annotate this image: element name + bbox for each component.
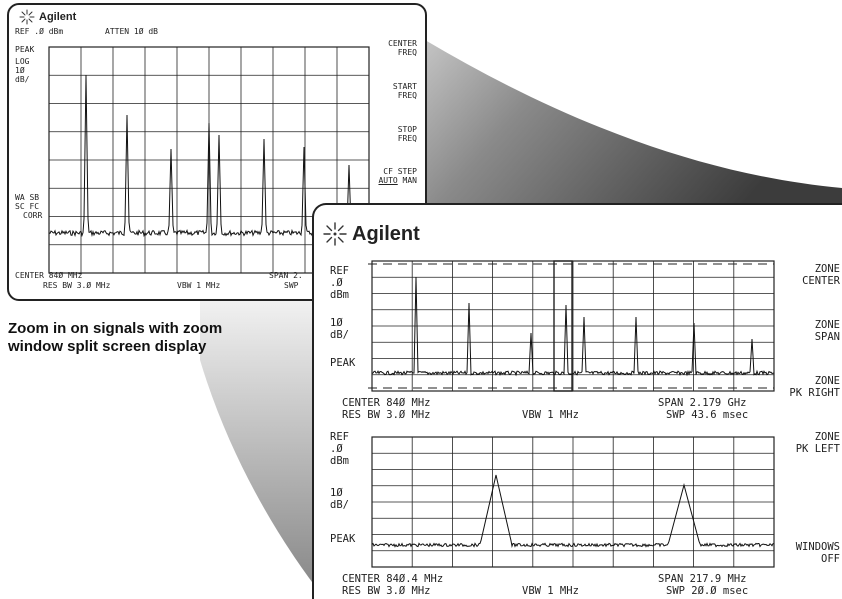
softkey-line: ZONE <box>814 319 840 331</box>
small-unit-label: dB/ <box>15 75 30 84</box>
small-sc-fc: SC FC <box>15 202 40 211</box>
upper-vbw: VBW 1 MHz <box>522 409 579 421</box>
upper-scale-unit: dB/ <box>330 329 349 341</box>
softkey-line: WINDOWS <box>795 541 840 553</box>
upper-span: SPAN 2.179 GHz <box>658 397 747 409</box>
lower-center-freq: CENTER 84Ø.4 MHz <box>342 573 444 585</box>
lower-peak-label: PEAK <box>330 533 356 545</box>
small-log-label: LOG <box>15 57 30 66</box>
softkey-line: START <box>392 82 417 91</box>
lower-ref-label: REF <box>330 431 349 443</box>
softkey-line: SPAN <box>814 331 840 343</box>
caption-line: Zoom in on signals with zoom <box>8 320 223 337</box>
lower-res-bw: RES BW 3.Ø MHz <box>342 585 431 597</box>
lower-swp: SWP 2Ø.Ø msec <box>666 585 749 597</box>
man-option: MAN <box>397 176 417 185</box>
softkey-center-freq[interactable]: CENTER FREQ <box>388 39 417 57</box>
softkey-line: FREQ <box>397 48 417 57</box>
softkey-line: CENTER <box>388 39 417 48</box>
small-peak-label: PEAK <box>15 45 35 54</box>
small-atten: ATTEN 1Ø dB <box>105 27 158 36</box>
softkey-line: AUTO MAN <box>378 176 417 185</box>
small-vbw: VBW 1 MHz <box>177 281 221 290</box>
softkey-line: ZONE <box>814 375 840 387</box>
softkey-zone-center[interactable]: ZONE CENTER <box>802 263 840 287</box>
lower-zoomed-trace <box>371 474 775 548</box>
softkey-line: FREQ <box>397 134 417 143</box>
softkey-line: OFF <box>821 553 840 565</box>
large-analyzer-screen: Agilent REF .Ø dBm 1Ø dB/ PEAK REF .Ø dB… <box>312 203 842 599</box>
small-wa-sb: WA SB <box>15 193 40 202</box>
upper-scale-value: 1Ø <box>330 317 343 329</box>
upper-spectrum-trace <box>371 276 775 377</box>
small-ref-level: REF .Ø dBm <box>15 27 64 36</box>
softkey-line: STOP <box>397 125 417 134</box>
lower-scale-value: 1Ø <box>330 487 343 499</box>
softkey-line: PK LEFT <box>795 443 840 455</box>
small-corr: CORR <box>23 211 43 220</box>
upper-swp: SWP 43.6 msec <box>666 409 749 421</box>
softkey-start-freq[interactable]: START FREQ <box>393 82 417 100</box>
small-brand: Agilent <box>19 9 76 25</box>
lower-scale-unit: dB/ <box>330 499 349 511</box>
caption-line: window split screen display <box>8 338 207 355</box>
upper-ref-unit: dBm <box>330 289 349 301</box>
small-scale-label: 1Ø <box>15 66 25 75</box>
zoom-zone-marker <box>553 260 573 392</box>
small-brand-label: Agilent <box>39 11 77 23</box>
softkey-cf-step[interactable]: CF STEP AUTO MAN <box>378 167 417 185</box>
softkey-zone-span[interactable]: ZONE SPAN <box>815 319 840 343</box>
softkey-line: ZONE <box>814 431 840 443</box>
agilent-spark-icon <box>19 9 35 25</box>
upper-res-bw: RES BW 3.Ø MHz <box>342 409 431 421</box>
softkey-zone-pk-left[interactable]: ZONE PK LEFT <box>796 431 840 455</box>
lower-vbw: VBW 1 MHz <box>522 585 579 597</box>
figure-caption: Zoom in on signals with zoom window spli… <box>8 320 308 356</box>
upper-ref-value: .Ø <box>330 277 343 289</box>
small-center-freq: CENTER 84Ø MHz <box>15 271 83 280</box>
large-brand: Agilent <box>322 221 420 247</box>
softkey-line: CENTER <box>802 275 840 287</box>
softkey-zone-pk-right[interactable]: ZONE PK RIGHT <box>789 375 840 399</box>
lower-ref-value: .Ø <box>330 443 343 455</box>
softkey-windows-off[interactable]: WINDOWS OFF <box>796 541 840 565</box>
large-brand-label: Agilent <box>352 222 420 245</box>
small-span: SPAN 2. <box>269 271 303 280</box>
lower-span: SPAN 217.9 MHz <box>658 573 747 585</box>
softkey-stop-freq[interactable]: STOP FREQ <box>398 125 417 143</box>
small-swp: SWP <box>284 281 299 290</box>
softkey-line: PK RIGHT <box>789 387 840 399</box>
upper-peak-label: PEAK <box>330 357 356 369</box>
softkey-line: CF STEP <box>383 167 417 176</box>
lower-ref-unit: dBm <box>330 455 349 467</box>
small-res-bw: RES BW 3.Ø MHz <box>43 281 111 290</box>
large-spectrum-plots <box>368 260 775 568</box>
auto-option: AUTO <box>378 176 398 185</box>
upper-ref-label: REF <box>330 265 349 277</box>
softkey-line: ZONE <box>814 263 840 275</box>
agilent-spark-icon <box>323 222 347 246</box>
softkey-line: FREQ <box>397 91 417 100</box>
upper-center-freq: CENTER 84Ø MHz <box>342 397 431 409</box>
